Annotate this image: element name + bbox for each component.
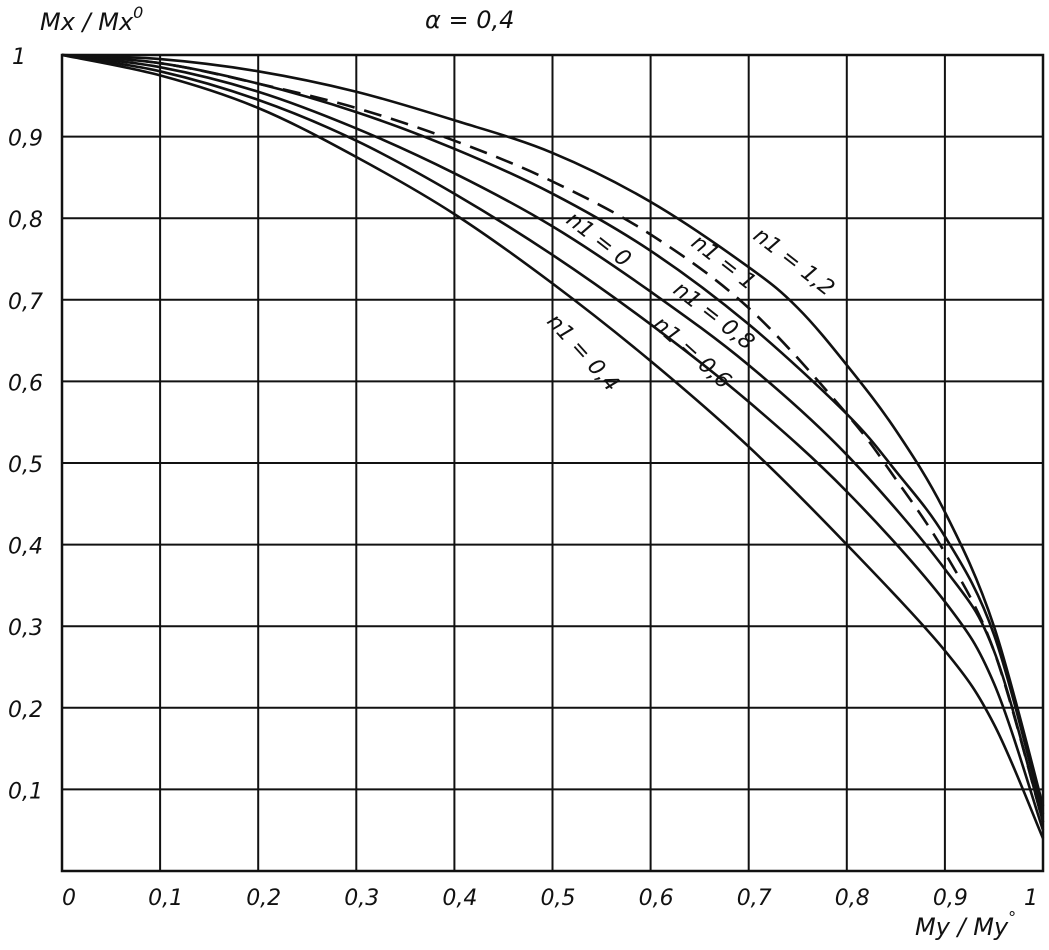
y-tick-label: 1 <box>12 45 26 70</box>
series-line-4 <box>61 53 1045 823</box>
y-tick-label: 0,8 <box>8 208 43 233</box>
series-line-6 <box>61 53 1045 839</box>
x-tick-label: 0,2 <box>246 886 281 911</box>
y-tick-label: 0,1 <box>8 779 43 804</box>
x-tick-label: 0,5 <box>541 886 576 911</box>
series-line-3 <box>61 53 1045 823</box>
y-tick-label: 0,6 <box>8 371 43 396</box>
curve-label-layer: n1 = 1,2n1 = 1n1 = 0n1 = 0,8n1 = 0,6n1 =… <box>542 207 839 397</box>
y-tick-label: 0,5 <box>8 453 43 478</box>
curve-layer <box>61 53 1045 839</box>
x-tick-label: 0,6 <box>639 886 674 911</box>
x-tick-label: 0,1 <box>148 886 183 911</box>
series-label: n1 = 0,4 <box>542 309 624 397</box>
x-tick-label: 0,3 <box>344 886 379 911</box>
chart-title: α = 0,4 <box>425 6 514 34</box>
x-tick-label: 0,4 <box>442 886 477 911</box>
x-tick-label: 1 <box>1024 886 1038 911</box>
plot-frame <box>60 53 1045 873</box>
x-tick-label: 0 <box>62 886 76 911</box>
x-axis-title-text: My / My <box>915 913 1009 941</box>
x-tick-label: 0,9 <box>933 886 968 911</box>
y-tick-label: 0,3 <box>8 616 43 641</box>
x-axis-title-sup: ° <box>1008 908 1016 927</box>
grid-layer <box>62 55 1043 871</box>
y-tick-label: 0,2 <box>8 698 43 723</box>
y-tick-label: 0,7 <box>8 290 43 315</box>
x-axis-title: My / My° <box>915 908 1016 941</box>
y-axis-title: Mx / Mx0 <box>40 3 143 36</box>
tick-layer: 0 0,1 0,2 0,3 0,4 0,5 0,6 0,7 0,8 0,9 1 1 0,9 0,8 0,7 0… <box>8 45 1038 911</box>
series-line-5 <box>61 53 1045 831</box>
y-axis-title-text: Mx / Mx <box>40 8 134 36</box>
x-tick-label: 0,8 <box>835 886 870 911</box>
y-tick-label: 0,4 <box>8 535 43 560</box>
x-tick-label: 0,7 <box>737 886 772 911</box>
y-axis-title-sup: 0 <box>133 3 143 22</box>
y-tick-label: 0,9 <box>8 127 43 152</box>
series-label: n1 = 1,2 <box>748 223 839 301</box>
series-line-1 <box>61 53 1045 807</box>
